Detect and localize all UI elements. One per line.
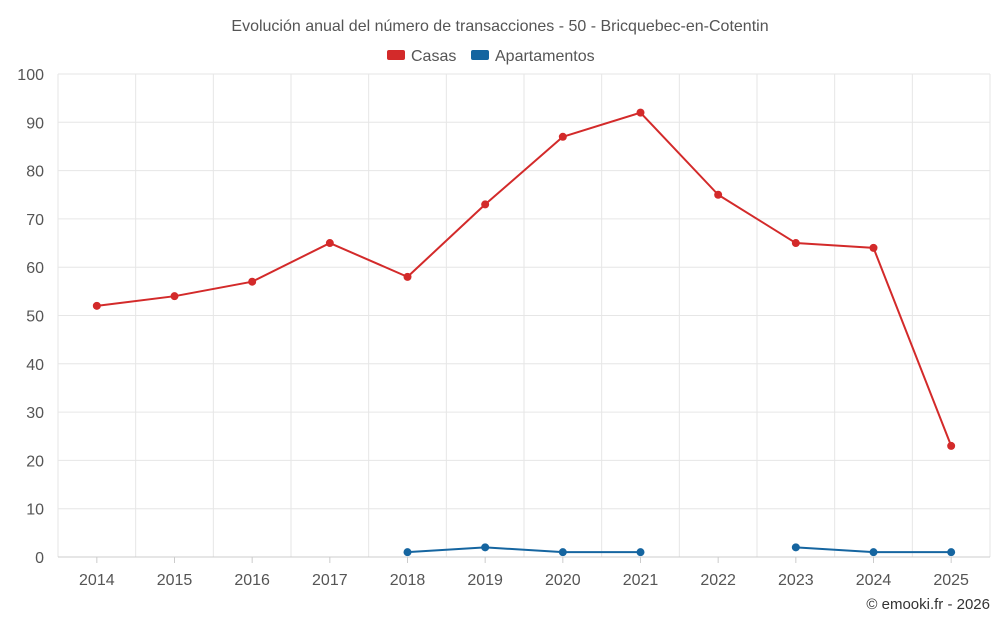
grid xyxy=(57,73,991,557)
x-tick-label: 2014 xyxy=(79,572,115,589)
series-line-casas xyxy=(95,111,953,447)
axes: 0 10 20 30 40 50 60 70 80 90 100 2014 2015 2016 2017 20… xyxy=(17,67,990,589)
data-point-casas xyxy=(947,441,956,450)
series xyxy=(92,108,956,557)
y-tick-label: 50 xyxy=(26,309,44,326)
credit-text[interactable]: © emooki.fr - 2026 xyxy=(866,596,990,613)
x-tick-label: 2017 xyxy=(312,572,348,589)
y-tick-label: 90 xyxy=(26,115,44,132)
x-tick-label: 2020 xyxy=(545,572,581,589)
y-tick-label: 40 xyxy=(26,357,44,374)
data-point-casas xyxy=(248,277,257,286)
y-tick-label: 10 xyxy=(26,502,44,519)
legend-item-apartamentos[interactable]: Apartamentos xyxy=(471,48,595,65)
legend-swatch-casas xyxy=(387,50,405,60)
chart-title: Evolución anual del número de transaccio… xyxy=(231,18,768,35)
x-tick-label: 2016 xyxy=(234,572,270,589)
legend-label-apartamentos: Apartamentos xyxy=(495,48,595,65)
data-point-apartamentos xyxy=(947,548,956,557)
data-point-casas xyxy=(170,292,179,301)
data-point-apartamentos xyxy=(791,543,800,552)
data-point-casas xyxy=(714,190,723,199)
data-point-casas xyxy=(869,243,878,252)
data-point-apartamentos xyxy=(636,548,645,557)
x-tick-label: 2025 xyxy=(933,572,969,589)
data-point-casas xyxy=(481,200,490,209)
series-line-apartamentos xyxy=(406,546,642,554)
legend-item-casas[interactable]: Casas xyxy=(387,48,456,65)
legend[interactable]: Casas Apartamentos xyxy=(387,48,595,65)
legend-swatch-apartamentos xyxy=(471,50,489,60)
x-tick-label: 2024 xyxy=(856,572,892,589)
y-tick-label: 20 xyxy=(26,453,44,470)
data-point-apartamentos xyxy=(869,548,878,557)
y-tick-label: 80 xyxy=(26,164,44,181)
y-tick-label: 60 xyxy=(26,260,44,277)
legend-label-casas: Casas xyxy=(411,48,456,65)
x-tick-label: 2015 xyxy=(157,572,193,589)
data-point-casas xyxy=(92,301,101,310)
y-tick-label: 0 xyxy=(35,550,44,567)
series-apartamentos xyxy=(403,543,956,557)
data-point-apartamentos xyxy=(403,548,412,557)
x-tick-label: 2021 xyxy=(623,572,659,589)
data-point-apartamentos xyxy=(558,548,567,557)
y-tick-label: 100 xyxy=(17,67,44,84)
y-tick-label: 70 xyxy=(26,212,44,229)
y-tick-label: 30 xyxy=(26,405,44,422)
x-tick-label: 2018 xyxy=(390,572,426,589)
series-casas xyxy=(92,108,956,450)
x-tick-label: 2022 xyxy=(700,572,736,589)
data-point-casas xyxy=(558,132,567,141)
data-point-casas xyxy=(636,108,645,117)
data-point-casas xyxy=(403,272,412,281)
x-tick-label: 2019 xyxy=(467,572,503,589)
data-point-casas xyxy=(325,239,334,248)
x-tick-label: 2023 xyxy=(778,572,814,589)
data-point-casas xyxy=(791,239,800,248)
data-point-apartamentos xyxy=(481,543,490,552)
